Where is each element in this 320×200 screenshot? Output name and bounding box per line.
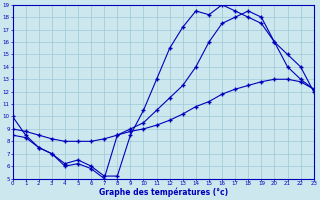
X-axis label: Graphe des températures (°c): Graphe des températures (°c): [99, 188, 228, 197]
